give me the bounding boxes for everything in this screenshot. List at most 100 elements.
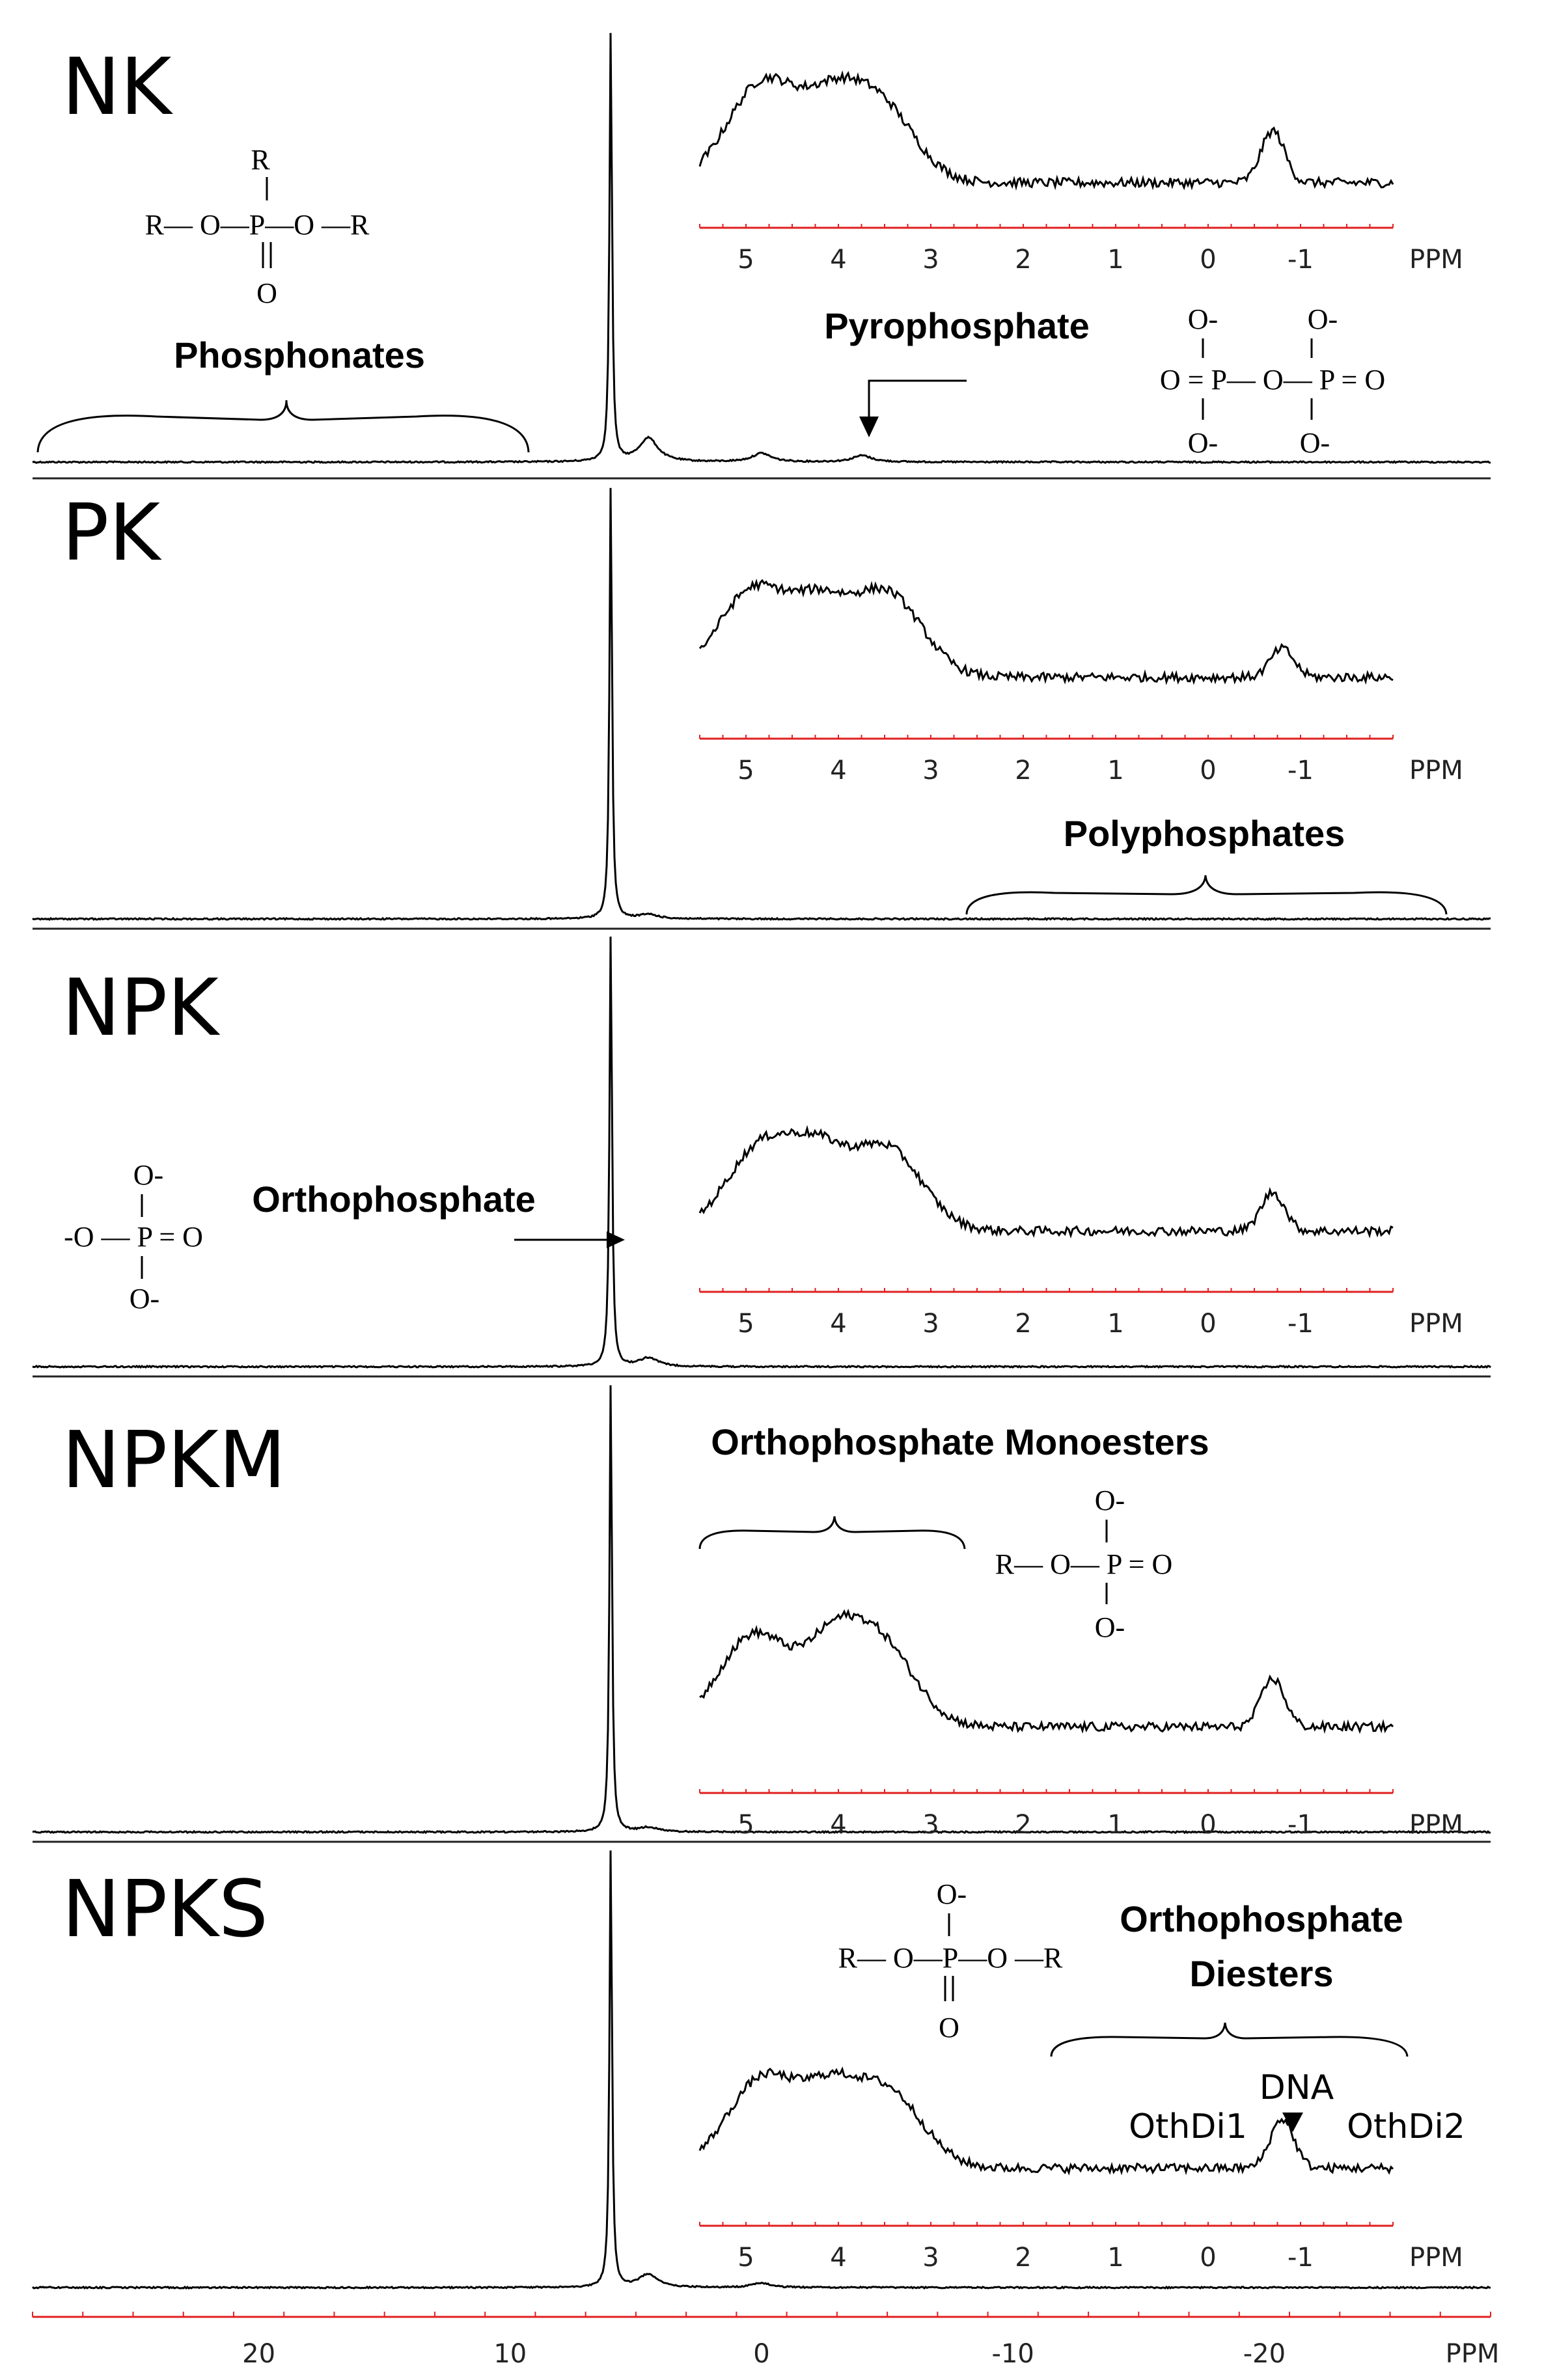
- inset-tick-label: 2: [1015, 2243, 1031, 2273]
- main-spectrum-npk: [32, 937, 1492, 1369]
- inset-tick-label: 3: [922, 1309, 939, 1339]
- phosphonate-r-top: R: [251, 144, 270, 176]
- inset-tick-label: 4: [830, 1810, 846, 1840]
- inset-tick-label: -1: [1288, 1810, 1314, 1840]
- inset-axis-unit: PPM: [1409, 1309, 1463, 1339]
- main-tick-label: 20: [242, 2339, 275, 2369]
- inset-tick-label: 0: [1200, 2243, 1216, 2273]
- orthophosphate-structure: O- -O — P = O O-: [64, 1159, 203, 1315]
- inset-tick-label: 4: [830, 756, 846, 786]
- inset-tick-label: 1: [1107, 1309, 1123, 1339]
- main-x-axis: 20 10 0 -10 -20 PPM: [32, 2312, 1500, 2369]
- pyrophosphate-arrowhead: [859, 417, 879, 437]
- diester-o-bottom: O: [939, 2012, 959, 2044]
- panel-label-nk: NK: [62, 42, 174, 133]
- main-spectrum-nk: [32, 33, 1491, 464]
- inset-tick-label: 4: [830, 2243, 846, 2273]
- inset-tick-label: 5: [737, 245, 754, 275]
- inset-axis-unit: PPM: [1409, 756, 1463, 786]
- orthophosphate-o-top: O-: [133, 1159, 163, 1191]
- inset-tick-label: -1: [1288, 756, 1314, 786]
- phosphonate-structure: R R— O—P—O —R O: [145, 144, 370, 309]
- monoester-row: R— O— P = O: [995, 1548, 1173, 1580]
- polyphosphates-brace: [965, 875, 1448, 915]
- pyrophosphate-o-top-1: O-: [1188, 303, 1218, 335]
- inset-axis-unit: PPM: [1409, 1810, 1463, 1840]
- monoester-structure: O- R— O— P = O O-: [995, 1484, 1173, 1643]
- pyrophosphate-label: Pyrophosphate: [824, 305, 1090, 346]
- monoester-o-bottom: O-: [1095, 1611, 1125, 1643]
- inset-tick-label: 0: [1200, 1309, 1216, 1339]
- diesters-brace: [1050, 2022, 1409, 2057]
- pyrophosphate-arrow-line: [868, 379, 967, 420]
- inset-tick-label: 4: [830, 1309, 846, 1339]
- inset-tick-label: 5: [737, 2243, 754, 2273]
- inset-tick-label: -1: [1288, 245, 1314, 275]
- panel-label-pk: PK: [62, 488, 162, 579]
- diester-structure: O- R— O—P—O —R O: [838, 1878, 1063, 2044]
- othdi2-label: OthDi2: [1347, 2107, 1465, 2146]
- pyrophosphate-row: O = P— O— P = O: [1160, 364, 1385, 396]
- main-tick-label: 10: [493, 2339, 527, 2369]
- inset-tick-label: 5: [737, 1810, 754, 1840]
- inset-tick-label: -1: [1288, 2243, 1314, 2273]
- monoesters-brace: [698, 1516, 966, 1550]
- inset-spectrum-pk: [698, 578, 1394, 685]
- phosphonates-brace: [36, 400, 530, 453]
- diester-row: R— O—P—O —R: [838, 1942, 1063, 1974]
- inset-tick-label: 3: [922, 2243, 939, 2273]
- pyrophosphate-o-bottom-2: O-: [1300, 427, 1330, 459]
- inset-spectrum-npks: [698, 2066, 1394, 2176]
- main-tick-label: 0: [753, 2339, 769, 2369]
- pyrophosphate-o-top-2: O-: [1308, 303, 1338, 335]
- diester-o-top: O-: [937, 1878, 967, 1910]
- inset-tick-label: 3: [922, 1810, 939, 1840]
- main-spectrum-npks: [31, 1850, 1491, 2290]
- inset-spectrum-npkm: [699, 1608, 1394, 1734]
- inset-tick-label: 1: [1107, 245, 1123, 275]
- main-tick-label: -10: [992, 2339, 1034, 2369]
- main-spectrum-npkm: [32, 1385, 1491, 1835]
- inset-tick-label: 1: [1107, 2243, 1123, 2273]
- inset-axis-unit: PPM: [1409, 2243, 1463, 2273]
- inset-tick-label: 2: [1015, 756, 1031, 786]
- inset-tick-label: 3: [922, 756, 939, 786]
- panel-label-npk: NPK: [62, 963, 221, 1054]
- main-tick-label: -20: [1243, 2339, 1286, 2369]
- main-spectrum-pk: [32, 487, 1491, 922]
- inset-axis-unit: PPM: [1409, 245, 1463, 275]
- inset-tick-label: 2: [1015, 1810, 1031, 1840]
- main-axis-unit: PPM: [1446, 2339, 1500, 2369]
- panel-label-npks: NPKS: [62, 1865, 268, 1955]
- inset-tick-label: 2: [1015, 245, 1031, 275]
- inset-tick-label: 4: [830, 245, 846, 275]
- pyrophosphate-structure: O- O- O = P— O— P = O O- O-: [1160, 303, 1385, 459]
- inset-tick-label: 5: [737, 1309, 754, 1339]
- phosphonate-o-bottom: O: [256, 277, 277, 309]
- phosphonates-label: Phosphonates: [174, 335, 425, 376]
- inset-tick-label: 1: [1107, 756, 1123, 786]
- dna-arrowhead: [1282, 2113, 1303, 2132]
- inset-tick-label: 2: [1015, 1309, 1031, 1339]
- diesters-label-line1: Orthophosphate: [1120, 1898, 1403, 1939]
- othdi1-label: OthDi1: [1129, 2107, 1247, 2146]
- orthophosphate-o-bottom: O-: [130, 1283, 159, 1315]
- inset-tick-label: 1: [1107, 1810, 1123, 1840]
- pyrophosphate-o-bottom-1: O-: [1188, 427, 1218, 459]
- dna-label: DNA: [1260, 2068, 1334, 2107]
- inset-tick-label: -1: [1288, 1309, 1314, 1339]
- inset-spectrum-npk: [698, 1125, 1394, 1239]
- inset-axes: 5 4 3 2 1 0 -1 PPM 5 4 3 2 1 0 -1 PPM 5 4 3 2 1 0 -1 PPM 5 4 3 2 1 0 -…: [699, 224, 1463, 2273]
- orthophosphate-label: Orthophosphate: [252, 1179, 536, 1220]
- panel-label-npkm: NPKM: [62, 1416, 286, 1506]
- monoester-o-top: O-: [1095, 1484, 1125, 1516]
- orthophosphate-arrowhead: [607, 1231, 625, 1248]
- inset-tick-label: 0: [1200, 1810, 1216, 1840]
- inset-spectrum-nk: [698, 70, 1394, 191]
- inset-tick-label: 0: [1200, 245, 1216, 275]
- panel-separators: [33, 477, 1491, 1843]
- orthophosphate-row: -O — P = O: [64, 1221, 203, 1253]
- inset-tick-label: 3: [922, 245, 939, 275]
